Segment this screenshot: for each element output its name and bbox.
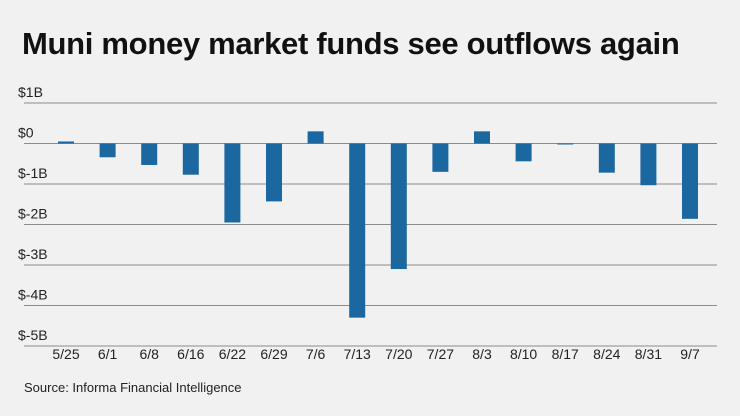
y-tick-label: $1B — [18, 84, 43, 100]
x-tick-label: 6/29 — [260, 346, 287, 362]
y-tick-label: $-3B — [18, 246, 48, 262]
x-tick-label: 8/24 — [593, 346, 620, 362]
x-tick-label: 9/7 — [680, 346, 700, 362]
bar — [182, 143, 199, 175]
x-tick-label: 6/16 — [177, 346, 204, 362]
x-tick-label: 6/22 — [219, 346, 246, 362]
bar — [307, 131, 324, 144]
bar — [598, 143, 615, 173]
x-tick-label: 8/31 — [635, 346, 662, 362]
x-tick-label: 8/10 — [510, 346, 537, 362]
bar — [349, 143, 366, 318]
bar — [266, 143, 282, 202]
chart-title: Muni money market funds see outflows aga… — [22, 26, 680, 61]
bar — [640, 143, 657, 186]
x-tick-label: 7/13 — [344, 346, 371, 362]
bar — [99, 143, 116, 158]
x-tick-label: 6/8 — [139, 346, 159, 362]
bar — [141, 143, 158, 165]
x-tick-label: 5/25 — [52, 346, 79, 362]
x-tick-label: 8/17 — [552, 346, 579, 362]
y-tick-label: $0 — [18, 125, 34, 141]
bar — [58, 141, 74, 144]
bar — [432, 143, 449, 172]
x-tick-label: 7/27 — [427, 346, 454, 362]
source-note: Source: Informa Financial Intelligence — [24, 380, 242, 395]
bar — [224, 143, 241, 223]
y-tick-label: $-2B — [18, 206, 48, 222]
x-tick-label: 7/6 — [306, 346, 326, 362]
y-tick-label: $-4B — [18, 287, 48, 303]
bar — [390, 143, 407, 270]
x-tick-label: 8/3 — [472, 346, 492, 362]
y-tick-label: $-1B — [18, 165, 48, 181]
bar — [474, 131, 490, 144]
bar — [515, 143, 532, 162]
bar — [682, 143, 698, 219]
bar — [557, 143, 574, 145]
x-tick-label: 7/20 — [385, 346, 412, 362]
y-tick-label: $-5B — [18, 327, 48, 343]
x-tick-label: 6/1 — [98, 346, 118, 362]
